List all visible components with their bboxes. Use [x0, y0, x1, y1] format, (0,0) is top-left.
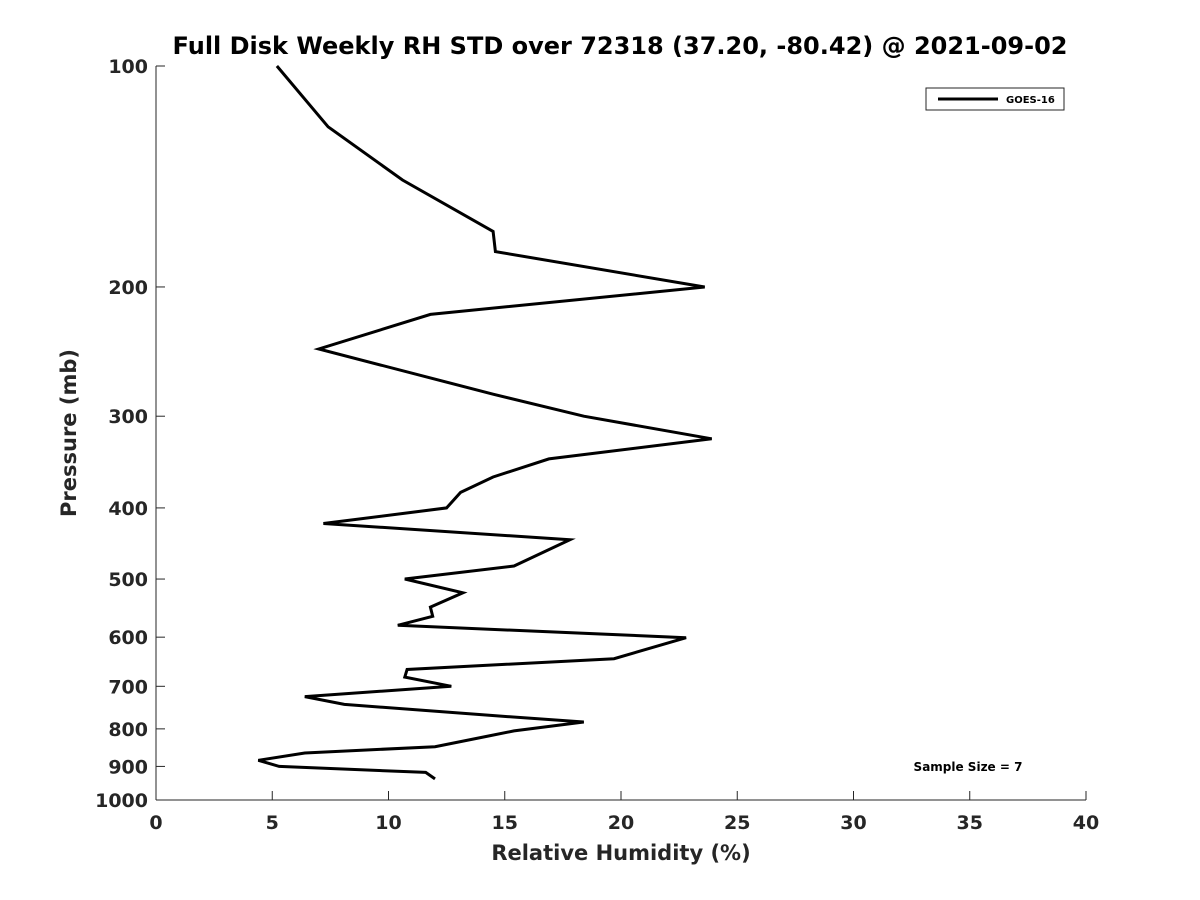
y-tick-label: 700: [108, 676, 148, 698]
y-tick-label: 600: [108, 627, 148, 649]
x-tick-label: 35: [957, 812, 983, 834]
series-line-0: [257, 65, 712, 781]
y-tick-label: 500: [108, 569, 148, 591]
x-tick-label: 5: [266, 812, 279, 834]
y-tick-label: 1000: [95, 790, 148, 812]
x-tick-label: 40: [1073, 812, 1099, 834]
y-tick-label: 400: [108, 498, 148, 520]
legend: GOES-16: [925, 87, 1065, 111]
x-tick-label: 0: [149, 812, 162, 834]
x-tick-label: 30: [840, 812, 866, 834]
y-axis-label: Pressure (mb): [57, 349, 81, 517]
chart-title: Full Disk Weekly RH STD over 72318 (37.2…: [173, 32, 1068, 60]
y-tick-label: 200: [108, 277, 148, 299]
sample-size-annotation: Sample Size = 7: [914, 760, 1023, 774]
y-tick-label: 800: [108, 719, 148, 741]
x-tick-label: 20: [608, 812, 634, 834]
legend-label: GOES-16: [1006, 95, 1055, 106]
y-tick-label: 300: [108, 406, 148, 428]
y-ticks: 100 200 300 400 500 600 700 800 900 1000: [95, 56, 165, 812]
y-tick-label: 900: [108, 756, 148, 778]
x-tick-label: 15: [492, 812, 518, 834]
x-ticks: 0 5 10 15 20 25 30 35 40: [149, 791, 1099, 834]
x-axis-label: Relative Humidity (%): [491, 841, 750, 865]
x-tick-label: 10: [375, 812, 401, 834]
series-group: [257, 65, 712, 781]
y-tick-label: 100: [108, 56, 148, 78]
x-tick-label: 25: [724, 812, 750, 834]
